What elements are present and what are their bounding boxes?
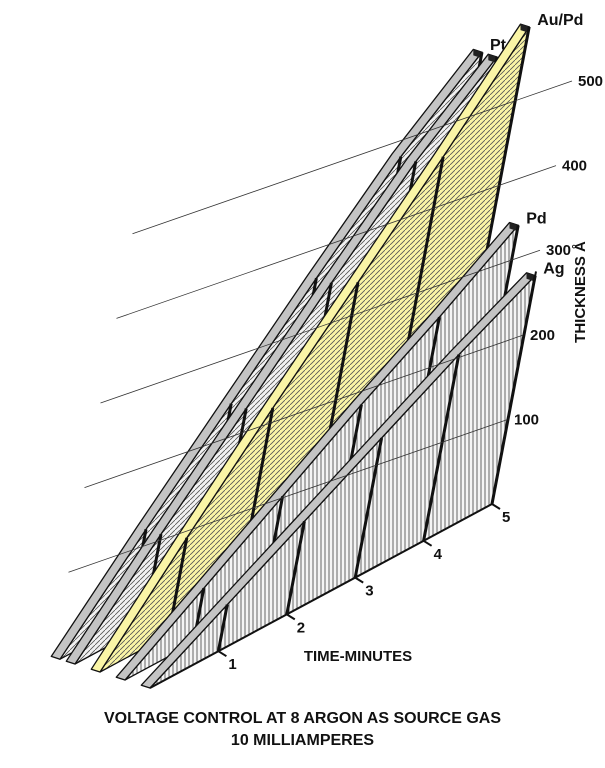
x-axis-line	[149, 503, 493, 689]
grid-line	[68, 419, 509, 573]
y-tick-label: 200	[530, 327, 555, 344]
grid-line	[132, 80, 573, 235]
grid-line	[116, 165, 557, 319]
x-tick-label: 2	[297, 619, 305, 636]
x-tick-label: 1	[228, 656, 236, 673]
x-tick-label: 5	[502, 509, 510, 526]
x-tick-mark	[286, 613, 296, 621]
x-tick-label: 3	[365, 583, 373, 600]
y-tick-label: 400	[562, 158, 587, 175]
y-tick-label: 500	[578, 73, 603, 90]
x-tick-mark	[423, 539, 433, 547]
y-axis-title: THICKNESS Å	[572, 241, 589, 343]
x-tick-mark	[491, 503, 501, 510]
x-axis-title: TIME-MINUTES	[304, 648, 412, 665]
caption-line-1: VOLTAGE CONTROL AT 8 ARGON AS SOURCE GAS	[103, 710, 502, 727]
series-post	[216, 604, 229, 652]
grid-line	[84, 334, 525, 488]
y-tick-label: 300	[546, 242, 571, 259]
series-pd: Pd	[115, 210, 547, 681]
grid-line	[100, 249, 541, 404]
series-label: Pd	[526, 210, 546, 227]
x-tick-mark	[217, 650, 227, 658]
series-post	[422, 354, 461, 542]
series-label: Ag	[543, 261, 564, 278]
series-post	[285, 521, 306, 615]
caption-line-2: 10 MILLIAMPERES	[230, 732, 375, 749]
series-post	[353, 437, 384, 578]
series-label: Au/Pd	[537, 12, 583, 29]
y-axis-line	[491, 271, 537, 505]
x-tick-mark	[354, 576, 364, 584]
x-tick-label: 4	[434, 546, 443, 563]
series-label: Pt	[490, 37, 507, 54]
y-tick-label: 100	[514, 411, 539, 428]
